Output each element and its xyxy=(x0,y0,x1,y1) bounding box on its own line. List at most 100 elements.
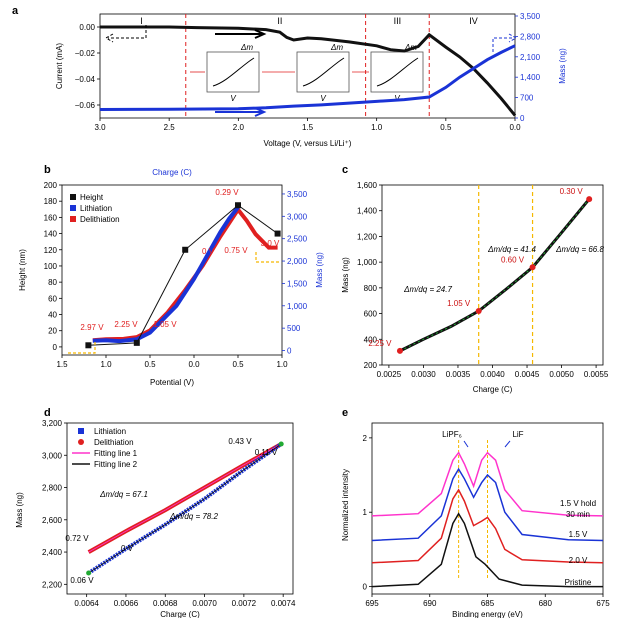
panel-b-ytick-label-right: 2,500 xyxy=(287,235,308,244)
panel-label-d: d xyxy=(44,407,51,419)
panel-c-point-label: 1.05 V xyxy=(447,299,471,308)
panel-d-xtick-label: 0.0072 xyxy=(232,599,257,608)
panel-c-fit-line xyxy=(399,198,590,352)
panel-c-xtick-label: 0.0030 xyxy=(411,370,436,379)
panel-b-xtick-label: 0.0 xyxy=(188,360,200,369)
panel-c-mass-line xyxy=(399,198,591,353)
panel-b-ytick-label: 60 xyxy=(48,294,57,303)
panel-a-xtick-label: 0.5 xyxy=(440,123,452,132)
panel-a-xtick-label: 0.0 xyxy=(509,123,521,132)
panel-c-ytick-label: 1,600 xyxy=(357,181,378,190)
panel-b-xtick-label: 1.5 xyxy=(56,360,68,369)
panel-a-ytick-label-right: 700 xyxy=(520,94,534,103)
panel-c-ytick-label: 600 xyxy=(364,310,378,319)
panel-b-annotation: 1.05 V xyxy=(153,320,177,329)
panel-b-legend-marker xyxy=(70,194,76,200)
panel-d-ytick-label: 2,200 xyxy=(42,580,63,589)
panel-b-height-point xyxy=(235,202,241,209)
panel-b-ytick-label: 180 xyxy=(44,197,58,206)
panel-e-spectrum-line xyxy=(371,512,603,588)
panel-b-xtick-label: 0.5 xyxy=(232,360,244,369)
panel-a-inset xyxy=(370,51,424,93)
panel-c-xlabel: Charge (C) xyxy=(473,385,513,394)
panel-c-frame xyxy=(381,184,604,366)
panel-a-ytick-label: −0.06 xyxy=(75,101,96,110)
panel-a-inset xyxy=(296,51,350,93)
panel-e-peak-label: LiPF₆ xyxy=(442,430,462,439)
panel-b-ytick-label-right: 0 xyxy=(287,347,292,356)
panel-a-scan-arrow-blue xyxy=(215,107,267,117)
panel-a-inset-v-label: V xyxy=(230,94,236,103)
panel-a-current-line xyxy=(100,25,517,117)
panel-b-frame xyxy=(61,184,283,356)
panel-c-point xyxy=(529,264,536,271)
panel-b-ytick-label: 0 xyxy=(53,343,58,352)
panel-a-ylabel-right: Mass (ng) xyxy=(558,48,567,84)
panel-c-xtick-label: 0.0035 xyxy=(446,370,471,379)
panel-c-ytick-label: 400 xyxy=(364,335,378,344)
panel-label-b: b xyxy=(44,164,51,176)
panel-c-xtick-label: 0.0045 xyxy=(515,370,540,379)
panel-b-top-axis-label: Charge (C) xyxy=(152,168,192,177)
panel-a-axis-arrow-blue xyxy=(492,33,518,52)
panel-b-xlabel: Potential (V) xyxy=(150,378,194,387)
panel-b-ytick-label: 80 xyxy=(48,278,57,287)
panel-b-ytick-label: 20 xyxy=(48,327,57,336)
panel-d-legend-label: Delithiation xyxy=(94,438,134,447)
panel-d-xtick-label: 0.0066 xyxy=(114,599,139,608)
panel-e-series-label: 1.5 V xyxy=(569,530,588,539)
panel-d-ytick-label: 3,000 xyxy=(42,451,63,460)
panel-b-ylabel: Height (nm) xyxy=(18,249,27,291)
panel-a-inset-v-label: V xyxy=(320,94,326,103)
panel-e-peak-label: LiF xyxy=(512,430,523,439)
panel-a-scan-arrow xyxy=(215,29,267,39)
panel-c-point-label: 0.30 V xyxy=(560,187,584,196)
panel-a-inset xyxy=(206,51,260,93)
panel-b-legend-label: Height xyxy=(80,193,104,202)
panel-a-region-label: III xyxy=(394,16,402,26)
panel-b-height-point xyxy=(182,246,189,253)
panel-d-ytick-label: 3,200 xyxy=(42,419,63,428)
panel-b-legend-marker xyxy=(70,205,76,211)
panel-e-spectrum-line xyxy=(371,488,604,564)
panel-a-ytick-label: 0.00 xyxy=(79,23,95,32)
panel-b-annotation: 3.0 V xyxy=(261,239,280,248)
panel-b-ytick-label-right: 2,000 xyxy=(287,257,308,266)
panel-a-ylabel: Current (mA) xyxy=(55,43,64,90)
panel-b-annotation: 0.75 V xyxy=(224,246,248,255)
panel-b-ytick-label: 120 xyxy=(44,246,58,255)
panel-b-ytick-label: 160 xyxy=(44,213,58,222)
panel-a-inset-dm-label: Δm xyxy=(240,43,253,52)
panel-b-chart: 1.5 1.0 0.5 0.0 0.5 1.0 0 20 40 60 80 100 120 140 160 1… xyxy=(18,168,324,387)
panel-a-ytick-label: −0.04 xyxy=(75,75,96,84)
panel-d-chart: 0.0064 0.0066 0.0068 0.0070 0.0072 0.0074 2,20… xyxy=(15,419,296,618)
panel-a-xtick-label: 1.5 xyxy=(302,123,314,132)
panel-e-xtick-label: 685 xyxy=(481,599,495,608)
panel-a-xlabel: Voltage (V, versus Li/Li⁺) xyxy=(264,139,352,148)
panel-d-fit-line-1 xyxy=(88,443,282,553)
panel-e-xtick-label: 695 xyxy=(365,599,379,608)
panel-b-ytick-label: 200 xyxy=(44,181,58,190)
panel-b-ytick-label: 100 xyxy=(44,262,58,271)
panel-b-annotation: 0.29 V xyxy=(215,188,239,197)
panel-e-chart: 695 690 685 680 675 0 1 2 Binding energy (eV) Nor… xyxy=(341,422,610,618)
panel-e-xtick-label: 675 xyxy=(596,599,610,608)
panel-d-frame xyxy=(66,422,294,595)
panel-a-region-label: IV xyxy=(469,16,478,26)
panel-b-annotation: 2.25 V xyxy=(114,320,138,329)
panel-d-xtick-label: 0.0064 xyxy=(74,599,99,608)
panel-c-point-label: 2.25 V xyxy=(368,339,392,348)
panel-c-ytick-label: 1,400 xyxy=(357,207,378,216)
panel-d-ytick-label: 2,800 xyxy=(42,484,63,493)
panel-e-arrow xyxy=(504,440,511,448)
panel-a-inset-dm-label: Δm xyxy=(330,43,343,52)
panel-e-xlabel: Binding energy (eV) xyxy=(452,610,523,618)
panel-c-xtick-label: 0.0050 xyxy=(549,370,574,379)
panel-d-annotation: 0.43 V xyxy=(228,437,252,446)
panel-c-slope-label: Δm/dq = 66.8 xyxy=(555,245,604,254)
panel-a-ytick-label-right: 0 xyxy=(520,114,525,123)
panel-d-annotation: 0.11 V xyxy=(255,448,278,457)
panel-c-xtick-label: 0.0040 xyxy=(480,370,505,379)
panel-e-frame xyxy=(371,422,604,595)
